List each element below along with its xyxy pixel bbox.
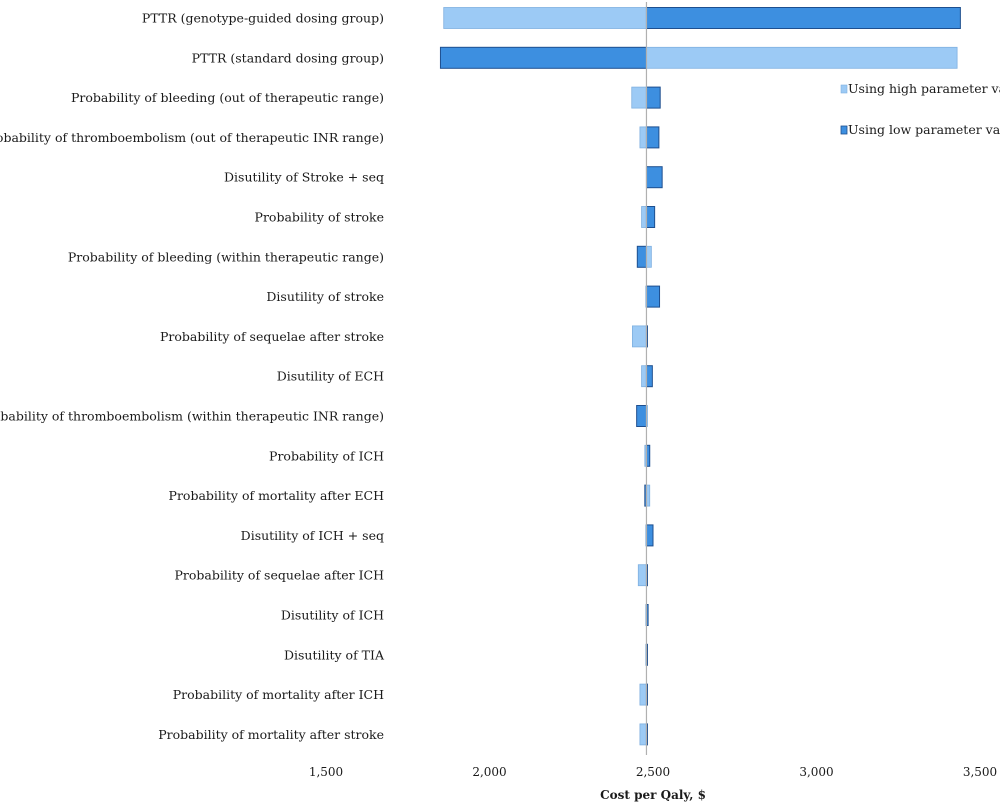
bar-high-probability-of-mortality-after-ich [639,683,647,706]
bar-high-pttr-standard-dosing-group [646,46,958,69]
bar-low-disutility-of-ich-seq [645,524,654,547]
bar-low-disutility-of-stroke [645,285,661,308]
category-label-disutility-of-ich-seq: Disutility of ICH + seq [241,528,384,543]
bar-low-probability-of-thromboembolism-out-of-therapeutic-inr-range [645,126,660,149]
category-label-probability-of-stroke: Probability of stroke [255,210,384,225]
category-label-probability-of-mortality-after-ech: Probability of mortality after ECH [169,488,385,503]
bar-low-probability-of-stroke [645,206,656,228]
category-label-disutility-of-ech: Disutility of ECH [277,369,384,384]
category-label-probability-of-thromboembolism-within-therapeutic-inr-range: Probability of thromboembolism (within t… [0,409,384,424]
bar-low-pttr-genotype-guided-dosing-group [645,7,961,29]
bar-low-disutility-of-stroke-seq [645,166,663,189]
legend-high-swatch [840,84,848,94]
bar-high-probability-of-thromboembolism-out-of-therapeutic-inr-range [639,126,647,149]
category-label-disutility-of-stroke-seq: Disutility of Stroke + seq [224,170,384,185]
bar-low-probability-of-bleeding-out-of-therapeutic-range [645,86,661,109]
x-tick-label: 2,000 [472,765,506,779]
x-axis-title: Cost per Qaly, $ [600,788,706,802]
x-tick-label: 3,000 [799,765,833,779]
category-label-probability-of-sequelae-after-stroke: Probability of sequelae after stroke [160,329,384,344]
bar-low-probability-of-thromboembolism-within-therapeutic-inr-range [636,405,647,427]
x-tick-label: 1,500 [309,765,343,779]
bar-high-disutility-of-ech [641,365,647,388]
bars-layer [439,7,961,746]
x-tick-label: 2,500 [636,765,670,779]
category-label-disutility-of-tia: Disutility of TIA [284,647,385,662]
category-label-disutility-of-stroke: Disutility of stroke [266,289,384,304]
legend-high-label: Using high parameter value [848,81,1000,96]
bar-low-disutility-of-ech [645,365,653,388]
bar-high-probability-of-sequelae-after-stroke [631,325,647,348]
bar-high-pttr-genotype-guided-dosing-group [443,7,647,29]
bar-low-probability-of-bleeding-within-therapeutic-range [636,245,647,268]
category-label-probability-of-ich: Probability of ICH [269,448,384,463]
category-label-pttr-genotype-guided-dosing-group: PTTR (genotype-guided dosing group) [142,11,384,26]
category-label-pttr-standard-dosing-group: PTTR (standard dosing group) [192,50,384,65]
bar-high-probability-of-stroke [641,206,647,228]
category-label-disutility-of-ich: Disutility of ICH [281,608,384,623]
category-label-probability-of-thromboembolism-out-of-therapeutic-inr-range: Probability of thromboembolism (out of t… [0,130,384,145]
category-label-probability-of-bleeding-within-therapeutic-range: Probability of bleeding (within therapeu… [68,249,384,264]
bar-high-probability-of-bleeding-out-of-therapeutic-range [631,86,647,109]
legend-low-label: Using low parameter value [848,122,1000,137]
bar-high-probability-of-sequelae-after-ich [637,564,647,587]
category-labels: PTTR (genotype-guided dosing group) PTTR … [0,11,385,742]
category-label-probability-of-sequelae-after-ich: Probability of sequelae after ICH [175,568,385,583]
bar-high-probability-of-mortality-after-stroke [639,723,647,746]
x-tick-label: 3,500 [963,765,997,779]
bar-high-probability-of-bleeding-within-therapeutic-range [646,245,652,268]
legend: Using high parameter value Using low par… [840,81,1000,137]
legend-low-swatch [840,125,848,135]
category-label-probability-of-mortality-after-ich: Probability of mortality after ICH [173,687,384,702]
x-tick-labels: 1,500 2,000 2,500 3,000 3,500 [309,765,997,779]
category-label-probability-of-mortality-after-stroke: Probability of mortality after stroke [158,727,384,742]
bar-low-pttr-standard-dosing-group [439,46,647,69]
category-label-probability-of-bleeding-out-of-therapeutic-range: Probability of bleeding (out of therapeu… [71,90,384,105]
